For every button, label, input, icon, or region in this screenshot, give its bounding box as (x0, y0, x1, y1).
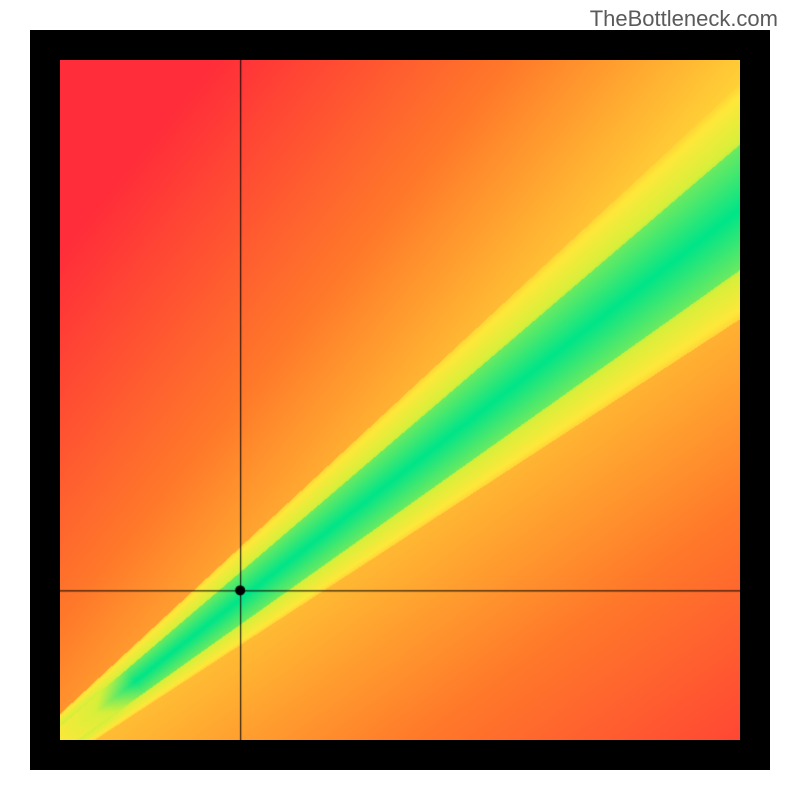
root: TheBottleneck.com (0, 0, 800, 800)
plot-area (60, 60, 740, 740)
plot-black-frame (30, 30, 770, 770)
heatmap-canvas (60, 60, 740, 740)
watermark-text: TheBottleneck.com (590, 6, 778, 32)
